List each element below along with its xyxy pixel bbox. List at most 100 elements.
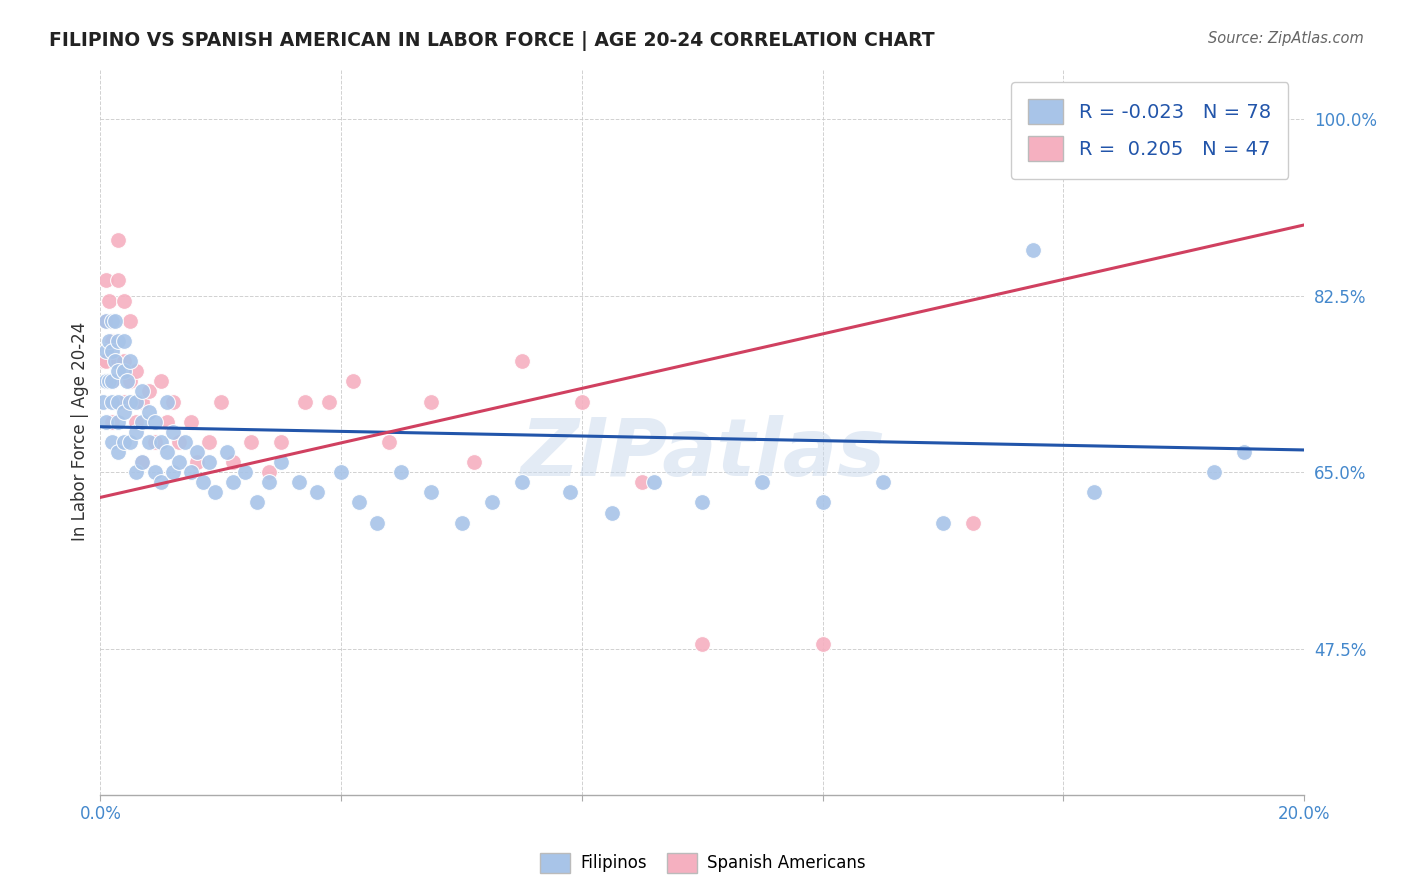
Point: [107, 273, 129, 287]
Text: FILIPINO VS SPANISH AMERICAN IN LABOR FORCE | AGE 20-24 CORRELATION CHART: FILIPINO VS SPANISH AMERICAN IN LABOR FO…: [49, 31, 935, 51]
Point: [197, 455, 219, 469]
Point: [120, 394, 142, 409]
Point: [98, 334, 121, 348]
Point: [180, 415, 202, 429]
Point: [107, 415, 129, 429]
Point: [342, 375, 364, 389]
Point: [222, 475, 245, 490]
Point: [101, 375, 124, 389]
Point: [101, 314, 124, 328]
Point: [96, 354, 118, 368]
Point: [1022, 243, 1045, 257]
Point: [120, 434, 142, 449]
Legend: Filipinos, Spanish Americans: Filipinos, Spanish Americans: [534, 847, 872, 880]
Point: [101, 394, 124, 409]
Point: [222, 455, 245, 469]
Point: [751, 475, 773, 490]
Point: [120, 375, 142, 389]
Point: [1233, 445, 1256, 459]
Point: [112, 334, 135, 348]
Point: [420, 485, 443, 500]
Point: [112, 293, 135, 308]
Point: [1202, 465, 1225, 479]
Text: ZIPatlas: ZIPatlas: [520, 415, 884, 492]
Point: [378, 434, 401, 449]
Point: [1233, 112, 1256, 126]
Point: [197, 434, 219, 449]
Point: [463, 455, 485, 469]
Point: [107, 364, 129, 378]
Point: [112, 364, 135, 378]
Point: [186, 445, 208, 459]
Point: [389, 465, 412, 479]
Point: [173, 434, 195, 449]
Point: [107, 354, 129, 368]
Point: [162, 394, 184, 409]
Point: [186, 455, 208, 469]
Point: [98, 375, 121, 389]
Point: [112, 354, 135, 368]
Point: [932, 516, 955, 530]
Point: [162, 425, 184, 439]
Point: [96, 415, 118, 429]
Point: [481, 495, 503, 509]
Point: [96, 375, 118, 389]
Point: [112, 394, 135, 409]
Point: [112, 434, 135, 449]
Point: [107, 445, 129, 459]
Point: [155, 415, 177, 429]
Point: [93, 354, 115, 368]
Point: [125, 394, 148, 409]
Point: [131, 384, 153, 399]
Point: [101, 375, 124, 389]
Point: [120, 354, 142, 368]
Point: [643, 475, 665, 490]
Point: [96, 314, 118, 328]
Point: [131, 415, 153, 429]
Point: [690, 637, 713, 651]
Point: [558, 485, 581, 500]
Point: [125, 465, 148, 479]
Point: [811, 637, 834, 651]
Point: [631, 475, 654, 490]
Point: [104, 354, 127, 368]
Point: [131, 455, 153, 469]
Point: [1083, 485, 1105, 500]
Text: Source: ZipAtlas.com: Source: ZipAtlas.com: [1208, 31, 1364, 46]
Point: [366, 516, 388, 530]
Point: [96, 273, 118, 287]
Point: [107, 233, 129, 247]
Point: [143, 434, 166, 449]
Point: [233, 465, 256, 479]
Point: [138, 384, 160, 399]
Point: [143, 415, 166, 429]
Point: [510, 354, 533, 368]
Point: [125, 364, 148, 378]
Point: [125, 415, 148, 429]
Point: [246, 495, 269, 509]
Point: [872, 475, 894, 490]
Point: [162, 465, 184, 479]
Point: [239, 434, 262, 449]
Point: [571, 394, 593, 409]
Point: [101, 415, 124, 429]
Point: [270, 434, 292, 449]
Point: [294, 394, 316, 409]
Point: [257, 465, 280, 479]
Point: [107, 334, 129, 348]
Point: [270, 455, 292, 469]
Point: [120, 314, 142, 328]
Point: [257, 475, 280, 490]
Point: [98, 293, 121, 308]
Point: [149, 375, 172, 389]
Point: [96, 344, 118, 359]
Point: [209, 394, 232, 409]
Point: [155, 445, 177, 459]
Legend: R = -0.023   N = 78, R =  0.205   N = 47: R = -0.023 N = 78, R = 0.205 N = 47: [1011, 82, 1288, 178]
Point: [138, 404, 160, 418]
Point: [131, 455, 153, 469]
Y-axis label: In Labor Force | Age 20-24: In Labor Force | Age 20-24: [72, 322, 89, 541]
Point: [811, 495, 834, 509]
Point: [510, 475, 533, 490]
Point: [107, 394, 129, 409]
